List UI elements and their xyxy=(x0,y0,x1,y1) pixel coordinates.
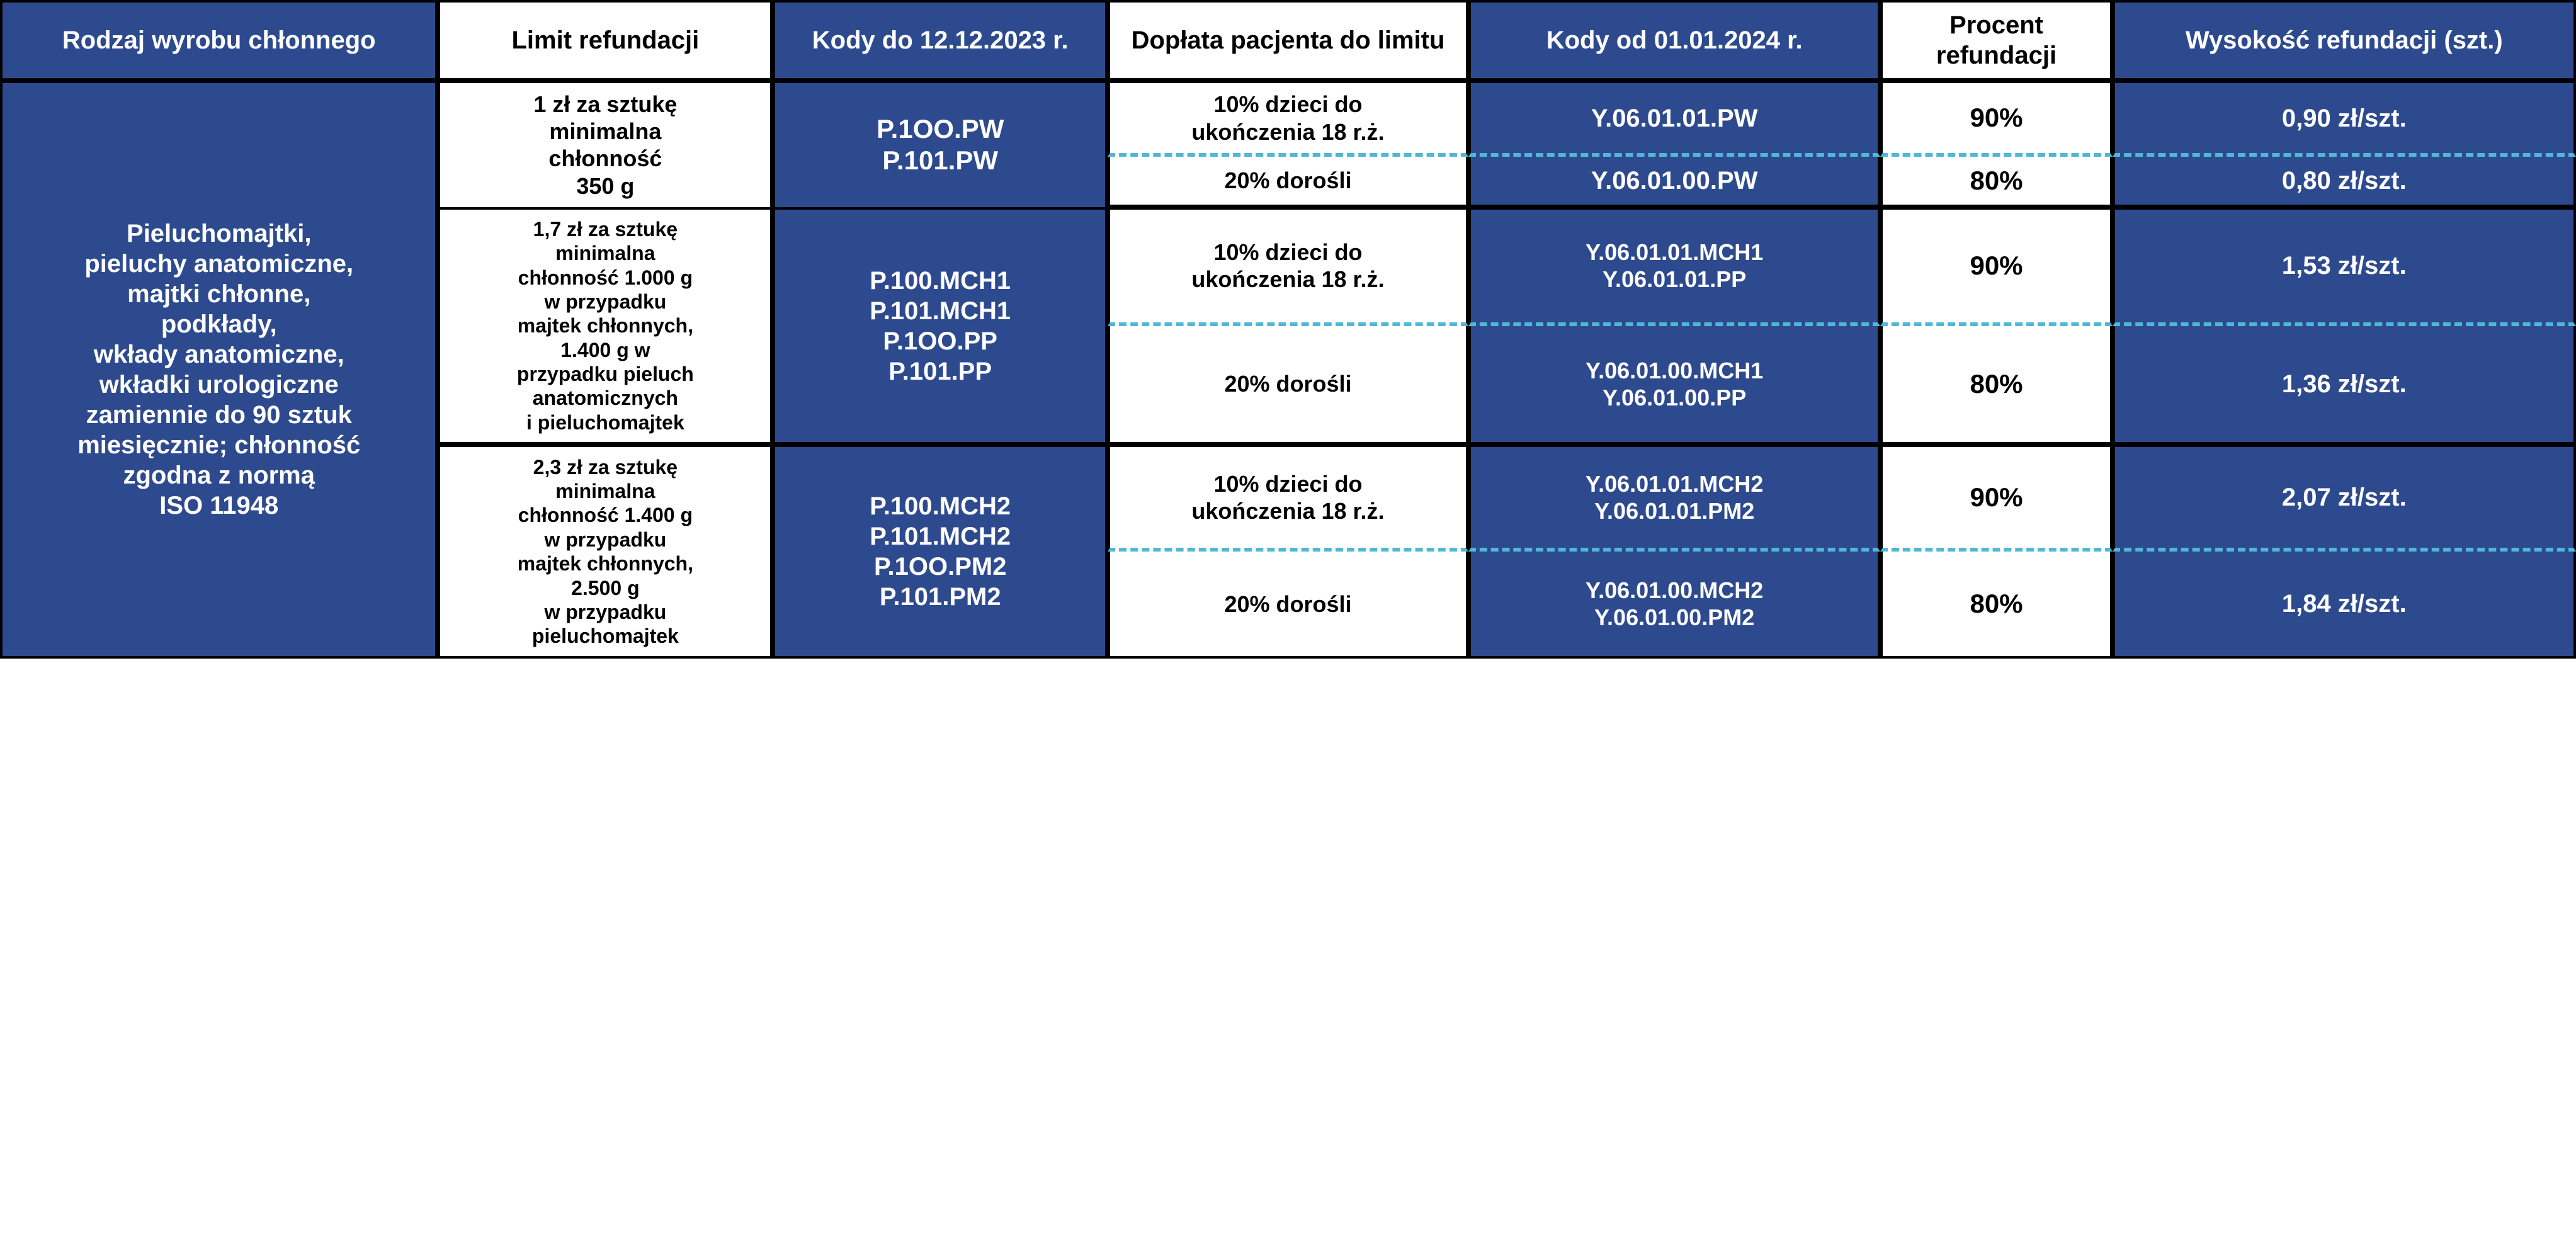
g1b-codes-new: Y.06.01.00.PW xyxy=(1468,157,1881,207)
g3a-amount: 2,07 zł/szt. xyxy=(2113,445,2576,552)
g1b-percent: 80% xyxy=(1880,157,2112,207)
header-codes-new: Kody od 01.01.2024 r. xyxy=(1468,0,1881,81)
refund-table: Rodzaj wyrobu chłonnego Limit refundacji… xyxy=(0,0,2576,659)
header-product-type: Rodzaj wyrobu chłonnego xyxy=(0,0,438,81)
g2b-copay: 20% dorośli xyxy=(1108,326,1468,445)
header-copay: Dopłata pacjenta do limitu xyxy=(1108,0,1468,81)
g1-limit: 1 zł za sztukę minimalna chłonność 350 g xyxy=(438,81,773,207)
g1a-copay: 10% dzieci do ukończenia 18 r.ż. xyxy=(1108,81,1468,157)
g1b-amount: 0,80 zł/szt. xyxy=(2113,157,2576,207)
g3b-amount: 1,84 zł/szt. xyxy=(2113,552,2576,659)
header-limit: Limit refundacji xyxy=(438,0,773,81)
g2b-codes-new: Y.06.01.00.MCH1 Y.06.01.00.PP xyxy=(1468,326,1881,445)
g3a-copay: 10% dzieci do ukończenia 18 r.ż. xyxy=(1108,445,1468,552)
g2a-amount: 1,53 zł/szt. xyxy=(2113,207,2576,326)
g3b-codes-new: Y.06.01.00.MCH2 Y.06.01.00.PM2 xyxy=(1468,552,1881,659)
g3a-codes-new: Y.06.01.01.MCH2 Y.06.01.01.PM2 xyxy=(1468,445,1881,552)
g3b-copay: 20% dorośli xyxy=(1108,552,1468,659)
g2b-percent: 80% xyxy=(1880,326,2112,445)
g3-limit: 2,3 zł za sztukę minimalna chłonność 1.4… xyxy=(438,445,773,659)
g2a-codes-new: Y.06.01.01.MCH1 Y.06.01.01.PP xyxy=(1468,207,1881,326)
g2-limit: 1,7 zł za sztukę minimalna chłonność 1.0… xyxy=(438,207,773,445)
g3-codes-old: P.100.MCH2 P.101.MCH2 P.1OO.PM2 P.101.PM… xyxy=(773,445,1108,659)
g3a-percent: 90% xyxy=(1880,445,2112,552)
g3b-percent: 80% xyxy=(1880,552,2112,659)
g2b-amount: 1,36 zł/szt. xyxy=(2113,326,2576,445)
header-amount: Wysokość refundacji (szt.) xyxy=(2113,0,2576,81)
g2a-percent: 90% xyxy=(1880,207,2112,326)
header-codes-old: Kody do 12.12.2023 r. xyxy=(773,0,1108,81)
g1-codes-old: P.1OO.PW P.101.PW xyxy=(773,81,1108,207)
g2a-copay: 10% dzieci do ukończenia 18 r.ż. xyxy=(1108,207,1468,326)
product-type-cell: Pieluchomajtki, pieluchy anatomiczne, ma… xyxy=(0,81,438,659)
g1a-percent: 90% xyxy=(1880,81,2112,157)
g1a-codes-new: Y.06.01.01.PW xyxy=(1468,81,1881,157)
g2-codes-old: P.100.MCH1 P.101.MCH1 P.1OO.PP P.101.PP xyxy=(773,207,1108,445)
header-percent: Procent refundacji xyxy=(1880,0,2112,81)
g1a-amount: 0,90 zł/szt. xyxy=(2113,81,2576,157)
g1b-copay: 20% dorośli xyxy=(1108,157,1468,207)
